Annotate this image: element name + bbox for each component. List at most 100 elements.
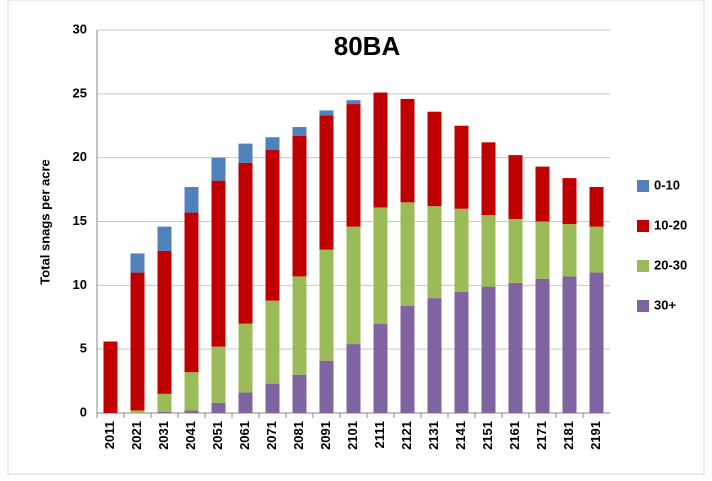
bar-segment [211,180,226,347]
bar-segment [454,125,469,209]
y-tick-label: 25 [73,85,87,100]
x-tick-label: 2141 [453,421,468,450]
x-tick-label: 2121 [399,421,414,450]
bar-segment [427,298,442,413]
x-tick-label: 2181 [561,421,576,450]
bar-segment [103,341,118,413]
bar-segment [319,110,334,116]
bar-segment [157,226,172,251]
bar-segment [346,104,361,227]
chart-border [7,0,705,475]
bar-segment [211,157,226,181]
x-tick-label: 2061 [237,421,252,450]
bar-segment [427,206,442,299]
bar-segment [400,98,415,203]
x-tick-label: 2101 [345,421,360,450]
bar-segment [238,323,253,393]
bar-segment [589,187,604,227]
y-tick-label: 10 [73,277,87,292]
bar-segment [373,323,388,413]
x-tick-label: 2041 [183,421,198,450]
x-tick-label: 2011 [102,421,117,449]
bar-segment [427,111,442,207]
bar-segment [508,282,523,413]
bar-segment [265,137,280,151]
bar-segment [238,162,253,324]
legend-swatch [637,220,649,232]
bar-segment [130,253,145,273]
bar-segment [292,276,307,375]
legend-swatch [637,180,649,192]
x-tick-label: 2191 [588,421,603,450]
x-tick-label: 2071 [264,421,279,450]
bar-segment [184,187,199,213]
bar-segment [130,410,145,413]
legend-label: 30+ [654,297,676,312]
x-tick-label: 2151 [480,421,495,450]
bar-segment [157,250,172,394]
y-tick-label: 5 [80,341,87,356]
x-tick-label: 2171 [534,421,549,450]
bar-segment [346,344,361,413]
bar-segment [535,221,550,279]
bar-segment [238,143,253,163]
x-tick-label: 2021 [129,421,144,450]
bar-segment [184,212,199,373]
legend-label: 20-30 [654,257,687,272]
legend-label: 10-20 [654,217,687,232]
legend-swatch [637,260,649,272]
bar-segment [157,411,172,413]
bar-segment [562,224,577,277]
y-tick-label: 30 [73,21,87,36]
bar-segment [400,305,415,413]
legend-swatch [637,300,649,312]
bar-segment [319,115,334,250]
legend-label: 0-10 [654,177,680,192]
bar-segment [589,226,604,273]
x-tick-label: 2111 [372,421,387,449]
bar-segment [454,208,469,292]
bar-segment [454,291,469,413]
x-tick-label: 2051 [210,421,225,450]
bar-segment [265,300,280,384]
bar-segment [292,127,307,136]
bar-segment [481,286,496,413]
x-tick-label: 2161 [507,421,522,450]
x-tick-label: 2031 [156,421,171,450]
bar-segment [265,150,280,301]
y-axis-label: Total snags per acre [37,159,52,284]
bar-segment [508,218,523,283]
bar-segment [265,383,280,413]
bar-segment [373,92,388,208]
bar-segment [589,272,604,413]
bar-segment [184,410,199,413]
x-tick-label: 2131 [426,421,441,450]
bar-segment [562,178,577,225]
bar-segment [562,276,577,413]
x-tick-label: 2081 [291,421,306,450]
bar-segment [157,393,172,412]
bar-segment [184,372,199,411]
bar-segment [319,360,334,413]
y-tick-label: 20 [73,149,87,164]
chart-title: 80BA [334,31,401,61]
bar-segment [373,207,388,324]
bar-segment [400,202,415,306]
bar-segment [481,215,496,287]
bar-segment [319,249,334,361]
bar-segment [130,272,145,411]
bar-segment [481,142,496,216]
bar-segment [292,374,307,413]
bar-segment [508,155,523,219]
bar-segment [535,166,550,222]
y-tick-label: 15 [73,213,87,228]
bar-segment [211,346,226,403]
bar-segment [238,392,253,413]
bar-segment [211,402,226,413]
y-tick-label: 0 [80,404,87,419]
bar-segment [292,135,307,277]
bar-segment [535,278,550,413]
bar-segment [346,100,361,105]
bar-segment [346,226,361,345]
